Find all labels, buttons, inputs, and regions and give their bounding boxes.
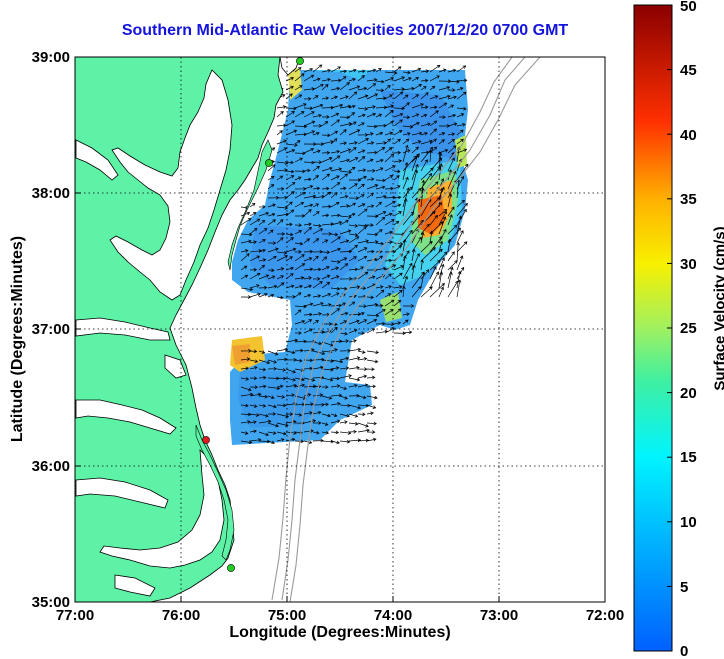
colorbar-tick-label: 10 [680,514,697,531]
colorbar-tick-label: 50 [680,0,697,15]
x-tick-label: 72:00 [586,607,624,624]
station-marker [202,436,210,444]
x-axis-label: Longitude (Degrees:Minutes) [229,624,451,641]
y-axis-label: Latitude (Degrees:Minutes) [9,235,26,443]
x-tick-label: 76:00 [162,607,200,624]
colorbar-tick-label: 25 [680,320,697,337]
colorbar-tick-label: 45 [680,62,697,79]
bathymetry-contours [271,57,541,602]
y-tick-label: 38:00 [32,185,70,202]
colorbar-tick-label: 40 [680,127,697,144]
colorbar [633,4,673,652]
station-marker [227,564,235,572]
colorbar-tick-label: 15 [680,449,697,466]
y-tick-label: 39:00 [32,49,70,66]
radar-stations [202,57,304,572]
station-marker [296,57,304,65]
station-marker [265,159,273,167]
colorbar-tick-label: 30 [680,256,697,273]
x-tick-label: 77:00 [56,607,94,624]
y-tick-label: 37:00 [32,321,70,338]
colorbar-label: Surface Velocity (cm/s) [711,226,724,391]
map-title: Southern Mid-Atlantic Raw Velocities 200… [121,22,569,39]
colorbar-tick-label: 5 [680,579,688,596]
y-tick-label: 36:00 [32,458,70,475]
colorbar-tick-label: 20 [680,385,697,402]
colorbar-tick-label: 35 [680,191,697,208]
grid-lines [75,57,605,602]
x-tick-label: 73:00 [480,607,518,624]
y-tick-label: 35:00 [32,594,70,611]
colorbar-tick-label: 0 [680,643,688,659]
x-tick-label: 75:00 [268,607,306,624]
x-tick-label: 74:00 [374,607,412,624]
